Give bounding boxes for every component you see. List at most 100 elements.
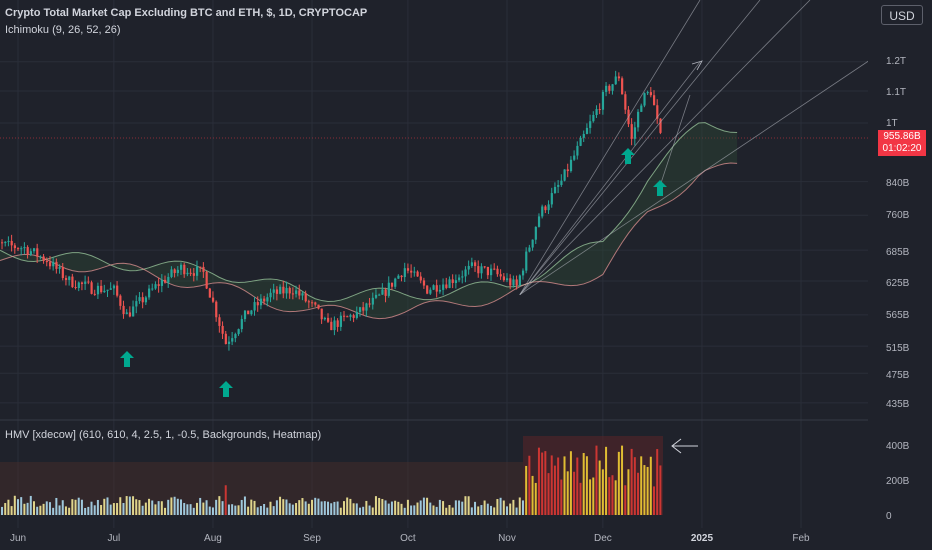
trend-line bbox=[519, 59, 871, 296]
signal-arrows bbox=[120, 148, 667, 397]
volume-bar bbox=[282, 499, 285, 515]
volume-bar bbox=[240, 499, 243, 515]
candle-body bbox=[598, 109, 601, 111]
volume-bar bbox=[509, 503, 512, 515]
volume-bar bbox=[64, 506, 67, 515]
volume-bar bbox=[320, 501, 323, 515]
candle-body bbox=[365, 303, 368, 311]
volume-bar bbox=[179, 499, 182, 515]
candle-body bbox=[132, 306, 135, 317]
volume-bar bbox=[352, 503, 355, 515]
candle-body bbox=[256, 302, 259, 306]
candle-body bbox=[1, 242, 4, 244]
volume-bar bbox=[311, 499, 314, 515]
candle-body bbox=[327, 317, 330, 322]
volume-tick-label: 200B bbox=[886, 476, 910, 487]
volume-bar bbox=[333, 501, 336, 515]
candle-body bbox=[422, 280, 426, 286]
candle-body bbox=[266, 297, 269, 302]
volume-bar bbox=[419, 500, 422, 515]
signal-arrow-up bbox=[653, 180, 667, 196]
candle-body bbox=[451, 279, 454, 283]
candle-body bbox=[311, 302, 314, 304]
candle-body bbox=[397, 275, 400, 279]
volume-bar bbox=[592, 477, 595, 515]
volume-bar bbox=[614, 480, 617, 515]
candle-body bbox=[183, 264, 186, 275]
volume-bar bbox=[640, 456, 643, 515]
candle-body bbox=[643, 93, 646, 106]
candle-body bbox=[400, 275, 403, 278]
candle-body bbox=[170, 269, 173, 277]
volume-bar bbox=[633, 457, 636, 515]
time-tick-label: Aug bbox=[204, 533, 222, 544]
candle-body bbox=[390, 282, 394, 287]
volume-bar bbox=[365, 500, 368, 515]
candle-body bbox=[534, 226, 537, 240]
volume-bar bbox=[4, 503, 7, 515]
candle-body bbox=[659, 118, 662, 133]
candle-body bbox=[243, 310, 247, 320]
volume-bar bbox=[589, 479, 592, 515]
volume-bar bbox=[227, 504, 230, 515]
volume-bar bbox=[579, 482, 582, 515]
candle-body bbox=[521, 270, 525, 276]
candle-body bbox=[224, 333, 227, 345]
price-tick-label: 475B bbox=[886, 370, 910, 381]
volume-bar bbox=[601, 469, 604, 515]
candle-body bbox=[490, 268, 493, 276]
time-axis-bg bbox=[0, 528, 868, 550]
candle-body bbox=[32, 248, 36, 252]
candle-body bbox=[435, 285, 438, 292]
volume-bar bbox=[394, 500, 397, 515]
candle-body bbox=[381, 289, 384, 295]
volume-bar bbox=[659, 465, 662, 515]
candle-body bbox=[374, 294, 378, 298]
volume-bar bbox=[502, 500, 505, 515]
candle-body bbox=[483, 266, 486, 268]
candle-body bbox=[653, 95, 656, 106]
candle-body bbox=[595, 109, 598, 116]
candle-body bbox=[518, 275, 521, 286]
candle-body bbox=[505, 278, 509, 281]
volume-bar bbox=[339, 507, 342, 515]
volume-bar bbox=[122, 503, 125, 515]
volume-bar bbox=[234, 505, 237, 515]
trend-line bbox=[519, 0, 811, 296]
volume-bars bbox=[0, 436, 663, 515]
volume-bar bbox=[467, 496, 470, 515]
trend-line bbox=[519, 61, 701, 295]
candle-body bbox=[93, 293, 96, 295]
price-tick-label: 1.2T bbox=[886, 56, 906, 67]
volume-bar bbox=[135, 499, 138, 515]
ichimoku-legend[interactable]: Ichimoku (9, 26, 52, 26) bbox=[5, 24, 121, 36]
volume-bar bbox=[397, 501, 400, 515]
volume-bar bbox=[256, 507, 259, 515]
candle-body bbox=[215, 301, 218, 318]
volume-tick-label: 400B bbox=[886, 441, 910, 452]
candle-body bbox=[100, 285, 103, 293]
volume-bar bbox=[93, 505, 96, 515]
volume-bar bbox=[68, 507, 71, 515]
candle-body bbox=[605, 85, 608, 92]
candle-body bbox=[496, 268, 499, 275]
price-tick-label: 840B bbox=[886, 178, 910, 189]
volume-bar bbox=[630, 448, 633, 515]
time-tick-label: Feb bbox=[792, 533, 810, 544]
volume-bar bbox=[17, 499, 19, 515]
volume-bar bbox=[576, 457, 579, 515]
candle-body bbox=[563, 169, 566, 181]
currency-button[interactable]: USD bbox=[881, 5, 923, 25]
candle-body bbox=[371, 297, 374, 305]
volume-bar bbox=[637, 472, 640, 515]
volume-bar bbox=[410, 505, 413, 515]
candle-body bbox=[263, 298, 266, 302]
price-tick-label: 625B bbox=[886, 278, 910, 289]
candle-body bbox=[416, 271, 419, 277]
candle-body bbox=[403, 268, 406, 278]
volume-bar bbox=[285, 499, 288, 515]
candle-body bbox=[458, 277, 461, 281]
candle-body bbox=[429, 289, 432, 294]
hmv-legend[interactable]: HMV [xdecow] (610, 610, 4, 2.5, 1, -0.5,… bbox=[5, 429, 322, 441]
